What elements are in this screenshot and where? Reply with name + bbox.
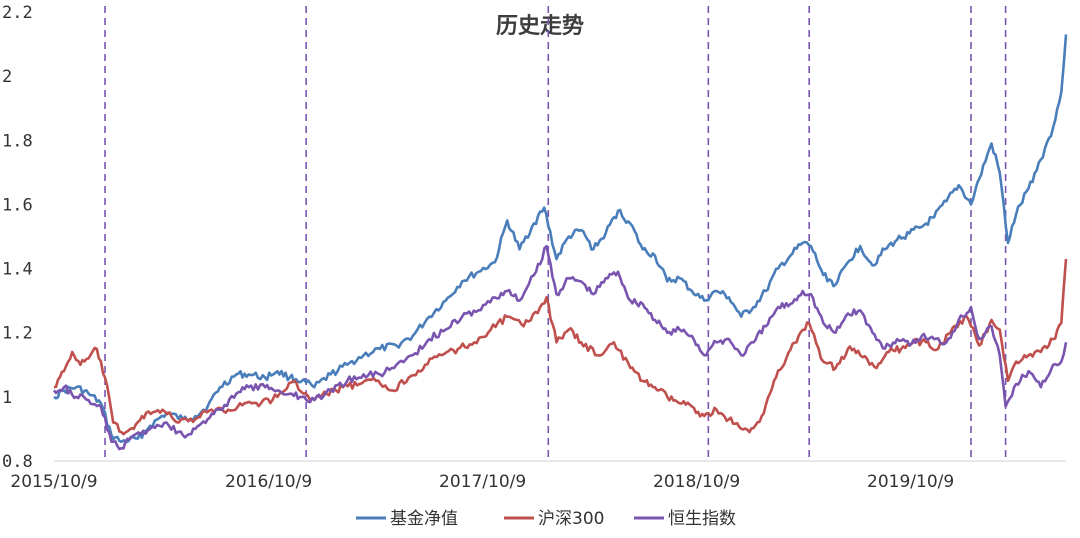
y-tick-label: 1 <box>2 388 12 408</box>
x-tick-label: 2015/10/9 <box>10 472 97 492</box>
x-tick-label: 2017/10/9 <box>439 472 526 492</box>
y-tick-label: 2.2 <box>2 3 33 23</box>
series-lines <box>52 34 1068 451</box>
legend: 基金净值 沪深300 恒生指数 <box>356 509 736 529</box>
legend-label: 恒生指数 <box>668 509 736 529</box>
y-tick-label: 0.8 <box>2 452 33 472</box>
reference-lines <box>104 6 1007 461</box>
y-axis-tick-labels: 0.8 1 1.2 1.4 1.6 1.8 2 2.2 <box>2 3 33 472</box>
x-tick-label: 2018/10/9 <box>653 472 740 492</box>
y-tick-label: 1.2 <box>2 324 33 344</box>
y-tick-label: 1.4 <box>2 260 33 280</box>
legend-label: 基金净值 <box>390 509 458 529</box>
y-tick-label: 1.8 <box>2 131 33 151</box>
y-tick-label: 2 <box>2 67 12 87</box>
x-tick-label: 2016/10/9 <box>225 472 312 492</box>
chart-title: 历史走势 <box>496 13 584 39</box>
x-tick-label: 2019/10/9 <box>867 472 954 492</box>
series-line <box>52 244 1068 451</box>
legend-label: 沪深300 <box>538 509 604 529</box>
series-line <box>53 34 1068 444</box>
y-tick-label: 1.6 <box>2 195 33 215</box>
x-axis-tick-labels: 2015/10/9 2016/10/9 2017/10/9 2018/10/9 2019… <box>10 472 954 492</box>
